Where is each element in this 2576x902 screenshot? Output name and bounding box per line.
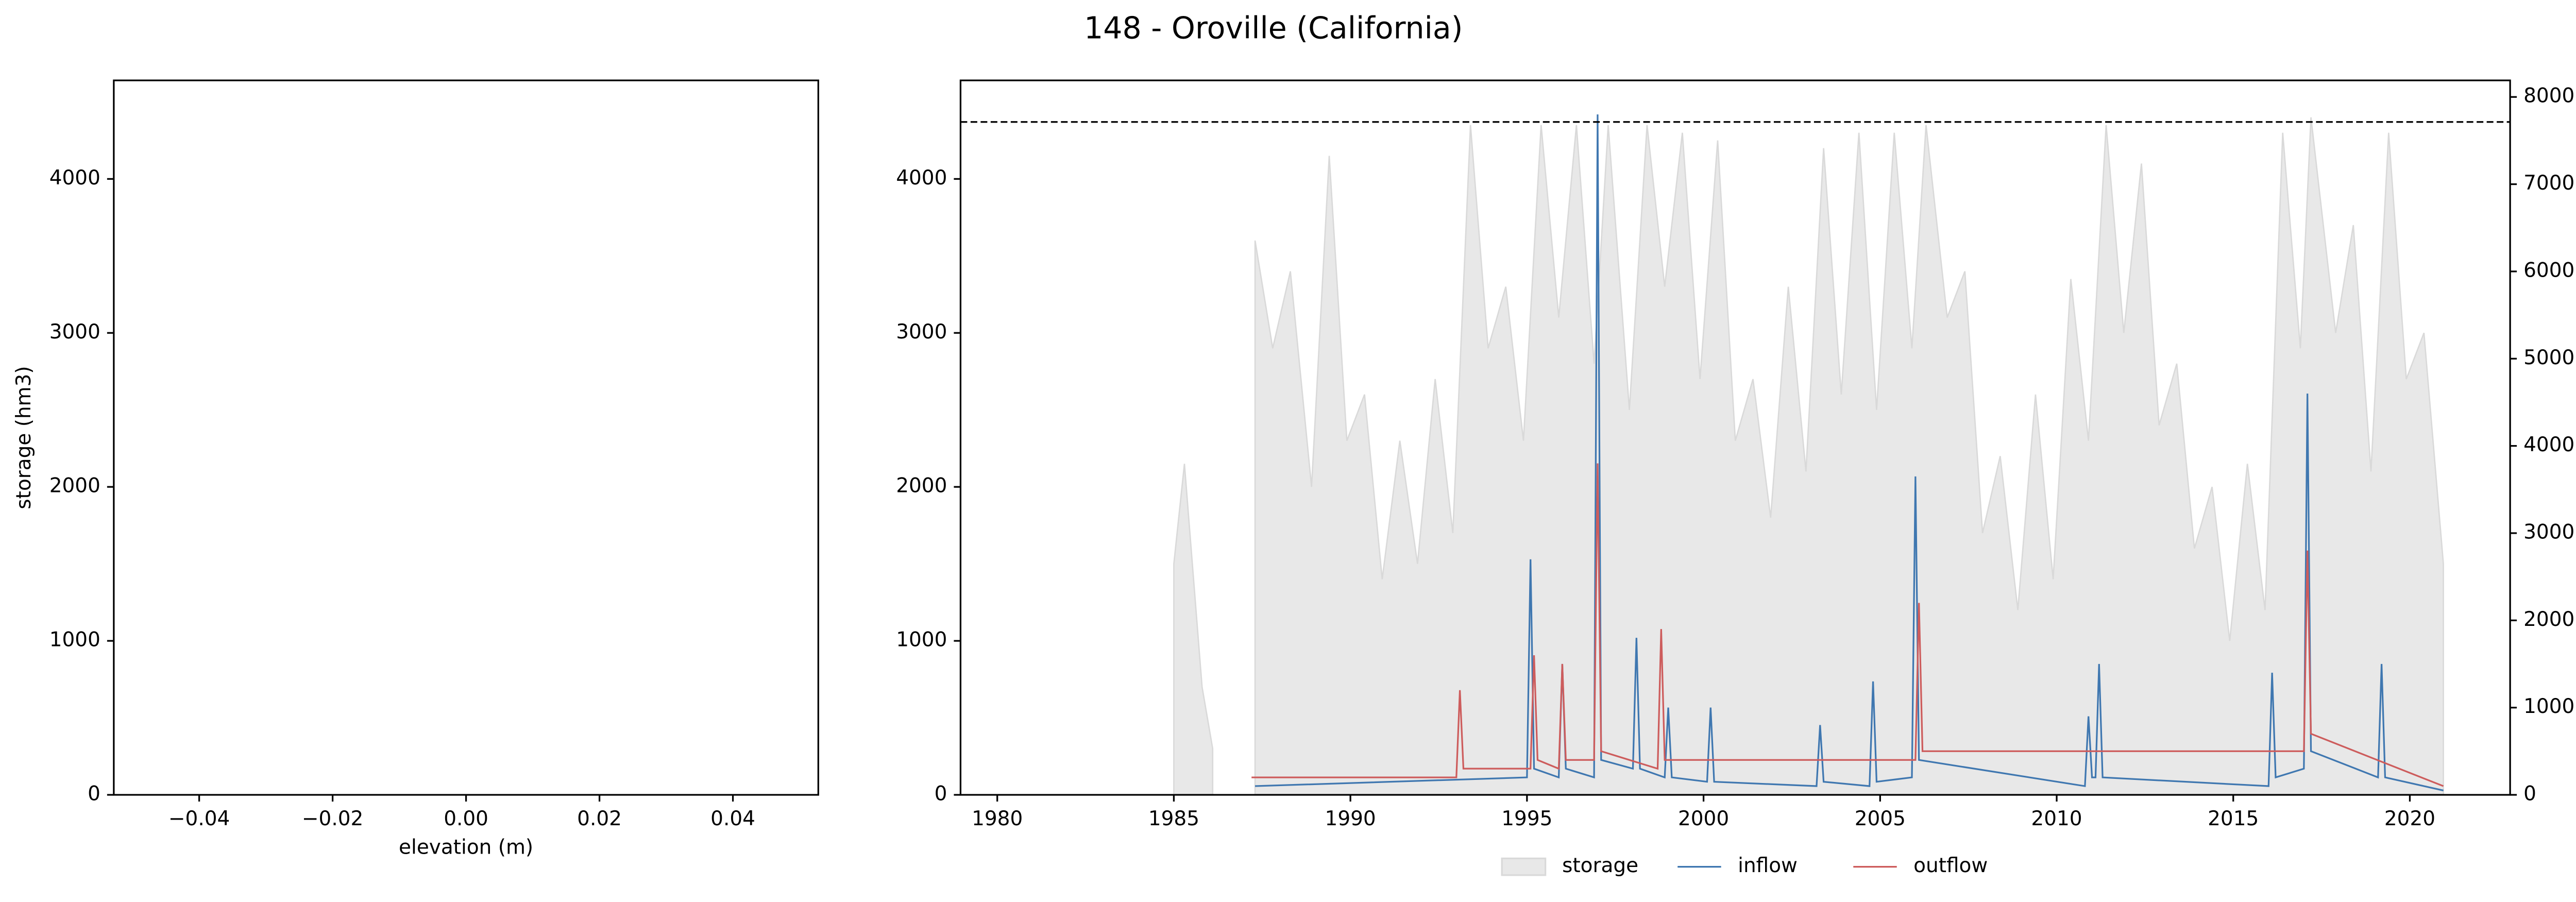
y-tick-label: 2000 xyxy=(896,474,947,498)
y-tick-label: 1000 xyxy=(896,628,947,652)
y2-tick-label: 7000 xyxy=(2523,172,2574,195)
y-tick-label: 1000 xyxy=(49,628,100,652)
plot-area xyxy=(1173,114,2444,795)
x-tick-label: 0.04 xyxy=(710,807,755,830)
x-tick-label: 0.00 xyxy=(444,807,488,830)
y2-tick-label: 0 xyxy=(2523,782,2536,805)
x-axis-label: elevation (m) xyxy=(399,836,533,859)
legend-label: storage xyxy=(1562,854,1638,877)
y-tick-label: 3000 xyxy=(896,320,947,344)
legend-label: inflow xyxy=(1738,854,1798,877)
plot: 1980 1985 1990 1995 2000 2005 2010 2015 2020 0 100… xyxy=(896,79,2574,877)
legend: storage inflow outflow xyxy=(1501,854,1988,877)
x-tick-label: 1995 xyxy=(1501,807,1552,830)
figure-title: 148 - Oroville (California) xyxy=(1084,11,1463,46)
y2-tick-label: 6000 xyxy=(2523,259,2574,282)
line xyxy=(1251,463,2444,787)
y2-tick-label: 8000 xyxy=(2523,84,2574,108)
x-tick-label: 2015 xyxy=(2208,807,2259,830)
x-tick-label: −0.02 xyxy=(302,807,363,830)
x-tick-label: 1990 xyxy=(1325,807,1376,830)
y-tick-label: 4000 xyxy=(896,166,947,190)
y-tick-label: 4000 xyxy=(49,166,100,190)
x-tick-label: 2000 xyxy=(1678,807,1729,830)
y2-tick-label: 4000 xyxy=(2523,433,2574,456)
area xyxy=(1173,117,2444,795)
plot: −0.04 −0.02 0.00 0.02 0.04 0 1000 2000 3000 4000 e… xyxy=(12,79,819,859)
x-tick-label: 1985 xyxy=(1148,807,1199,830)
axes-frame xyxy=(959,79,2511,796)
y2-tick-label: 5000 xyxy=(2523,346,2574,369)
legend-label: outflow xyxy=(1913,854,1988,877)
y-tick-label: 0 xyxy=(88,782,100,805)
y2-tick-label: 2000 xyxy=(2523,608,2574,631)
x-tick-label: −0.04 xyxy=(168,807,230,830)
legend-swatch xyxy=(1501,857,1547,876)
x-tick-label: 0.02 xyxy=(577,807,622,830)
y-axis-label: storage (hm3) xyxy=(12,366,36,509)
x-tick-label: 1980 xyxy=(972,807,1023,830)
x-tick-label: 2005 xyxy=(1855,807,1906,830)
y2-tick-label: 3000 xyxy=(2523,520,2574,543)
y-tick-label: 0 xyxy=(935,782,947,805)
x-tick-label: 2020 xyxy=(2384,807,2435,830)
y-tick-label: 2000 xyxy=(49,474,100,498)
y-tick-label: 3000 xyxy=(49,320,100,344)
y2-tick-label: 1000 xyxy=(2523,695,2574,718)
x-tick-label: 2010 xyxy=(2031,807,2082,830)
